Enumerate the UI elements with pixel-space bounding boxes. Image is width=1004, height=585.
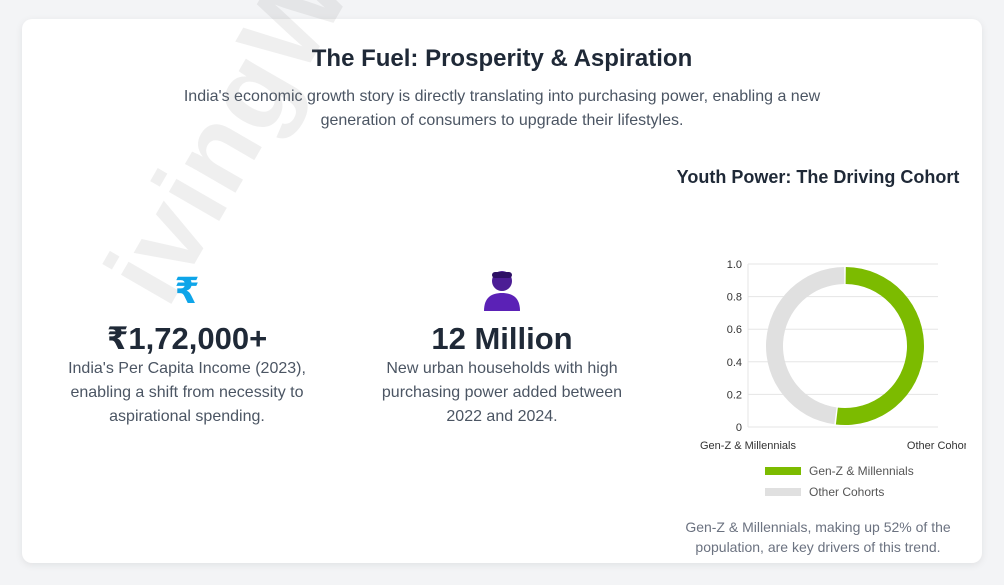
stat-per-capita-income: ₹ ₹1,72,000+ India's Per Capita Income (… (52, 269, 322, 429)
y-tick-label: 0.4 (727, 357, 742, 369)
person-icon (362, 269, 642, 311)
stat-description: New urban households with high purchasin… (381, 360, 623, 425)
doughnut-chart: 0 0.2 0.4 0.6 0.8 1.0 Gen-Z & Millennials Other… (700, 259, 966, 499)
doughnut-slice-0 (835, 267, 924, 425)
content-card: The Fuel: Prosperity & Aspiration India'… (22, 19, 982, 563)
chart-title: Youth Power: The Driving Cohort (676, 167, 960, 187)
y-tick-label: 0.8 (727, 292, 742, 304)
stat-value: ₹1,72,000+ (106, 321, 268, 356)
y-tick-label: 0.6 (727, 324, 742, 336)
chart-panel: Youth Power: The Driving Cohort 0 0.2 0.4 0… (670, 159, 966, 555)
x-tick-label: Gen-Z & Millennials (700, 440, 796, 452)
chart-note: Gen-Z & Millennials, making up 52% of th… (685, 519, 951, 555)
page-title: The Fuel: Prosperity & Aspiration (311, 45, 693, 72)
stat-value: 12 Million (431, 321, 573, 356)
stat-description: India's Per Capita Income (2023), enabli… (68, 360, 306, 425)
y-tick-label: 0 (736, 422, 742, 434)
stat-urban-households: 12 Million New urban households with hig… (362, 269, 642, 429)
legend-label: Other Cohorts (809, 485, 884, 499)
legend-label: Gen-Z & Millennials (809, 464, 914, 478)
legend-swatch (765, 488, 801, 496)
x-tick-label: Other Cohorts (907, 440, 966, 452)
page-subtitle: India's economic growth story is directl… (183, 88, 821, 129)
y-tick-label: 1.0 (727, 259, 742, 271)
rupee-icon: ₹ (174, 270, 200, 311)
doughnut-slice-1 (765, 267, 845, 425)
legend-swatch (765, 467, 801, 475)
y-tick-label: 0.2 (727, 389, 742, 401)
